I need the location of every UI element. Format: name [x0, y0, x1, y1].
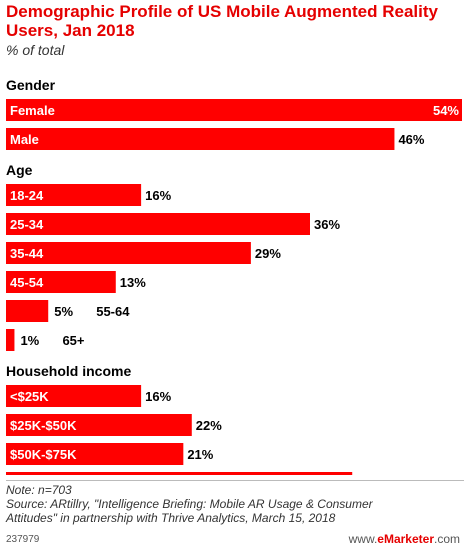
category-label-age-2: 35-44 [10, 246, 44, 261]
bar-household-income-0 [6, 385, 142, 407]
group-header-gender: Gender [6, 77, 56, 93]
category-label-age-5: 65+ [62, 333, 84, 348]
bar-age-1 [6, 213, 310, 235]
chart-title: Demographic Profile of US Mobile Augment… [6, 2, 438, 40]
category-label-household-income-0: <$25K [10, 389, 49, 404]
value-label-household-income-0: 16% [145, 389, 171, 404]
bar-chart: Gender Female 54% Male 46% Age 18-24 16% 25-34 36… [6, 77, 462, 475]
bar-age-3 [6, 271, 116, 293]
bar-age-4 [6, 300, 49, 322]
group-header-age: Age [6, 162, 33, 178]
brand-suffix: .com [433, 532, 460, 546]
category-label-gender-0: Female [10, 103, 55, 118]
note-text: Note: n=703 [6, 483, 72, 497]
brand-url: www.eMarketer.com [349, 532, 460, 546]
value-label-age-0: 16% [145, 188, 171, 203]
category-label-age-1: 25-34 [10, 217, 44, 232]
group-header-household-income: Household income [6, 363, 131, 379]
chart-subtitle: % of total [6, 42, 65, 58]
footer-divider [6, 480, 464, 481]
value-label-age-5: 1% [20, 333, 39, 348]
category-label-household-income-1: $25K-$50K [10, 418, 77, 433]
source-text-line-1: Source: ARtillry, "Intelligence Briefing… [6, 497, 373, 511]
value-label-age-2: 29% [255, 246, 281, 261]
bar-household-income-3 [6, 472, 353, 475]
brand-name: eMarketer [377, 532, 434, 546]
category-label-gender-1: Male [10, 132, 39, 147]
bar-age-0 [6, 184, 142, 206]
footer-notes: Note: n=703 Source: ARtillry, "Intellige… [6, 483, 464, 525]
value-label-age-3: 13% [120, 275, 146, 290]
category-label-household-income-2: $50K-$75K [10, 447, 77, 462]
source-text-line-2: Attitudes" in partnership with Thrive An… [6, 511, 336, 525]
category-label-age-4: 55-64 [96, 304, 130, 319]
brand-prefix: www. [348, 532, 378, 546]
value-label-age-1: 36% [314, 217, 340, 232]
value-label-household-income-1: 22% [196, 418, 222, 433]
category-label-age-0: 18-24 [10, 188, 44, 203]
value-label-gender-1: 46% [398, 132, 424, 147]
value-label-gender-0: 54% [433, 103, 459, 118]
bar-age-2 [6, 242, 251, 264]
bar-gender-1 [6, 128, 395, 150]
category-label-age-3: 45-54 [10, 275, 44, 290]
bar-household-income-1 [6, 414, 192, 436]
bar-gender-0 [6, 99, 462, 121]
value-label-age-4: 5% [54, 304, 73, 319]
bar-household-income-2 [6, 443, 184, 465]
bar-age-5 [6, 329, 15, 351]
value-label-household-income-2: 21% [187, 447, 213, 462]
chart-id: 237979 [6, 534, 40, 545]
